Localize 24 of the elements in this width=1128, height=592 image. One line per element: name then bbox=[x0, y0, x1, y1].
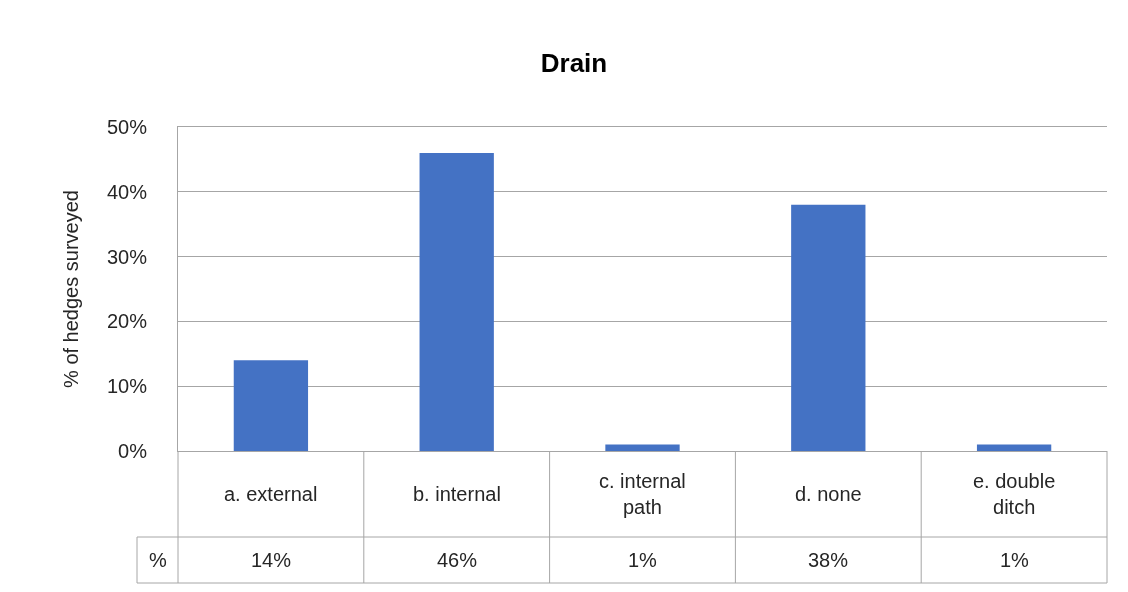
y-tick-label: 30% bbox=[106, 245, 148, 268]
y-axis-title: % of hedges surveyed bbox=[60, 190, 83, 388]
bar bbox=[791, 204, 866, 451]
x-tick-label: d. none bbox=[795, 483, 862, 505]
text: % bbox=[149, 549, 167, 571]
data-label: 14% bbox=[251, 549, 292, 571]
y-tick-label: 10% bbox=[106, 375, 148, 398]
x-tick-label: a. external bbox=[224, 483, 318, 505]
x-tick-label: b. internal bbox=[413, 483, 501, 505]
data-label: 38% bbox=[808, 549, 849, 571]
bar bbox=[419, 152, 494, 451]
data-label: 46% bbox=[437, 549, 478, 571]
chart-title: Drain bbox=[540, 48, 608, 79]
bar bbox=[976, 444, 1052, 451]
x-tick-label: e. double ditch bbox=[973, 470, 1056, 518]
data-label: 1% bbox=[628, 549, 658, 571]
y-tick-label: 40% bbox=[106, 180, 148, 203]
bar bbox=[233, 360, 309, 451]
y-tick-label: 20% bbox=[106, 310, 148, 333]
y-tick-label: 0% bbox=[118, 440, 148, 462]
bar bbox=[605, 444, 680, 451]
x-tick-label: c. internal path bbox=[599, 470, 686, 518]
y-tick-label: 50% bbox=[106, 116, 148, 138]
data-label: 1% bbox=[1000, 549, 1030, 571]
